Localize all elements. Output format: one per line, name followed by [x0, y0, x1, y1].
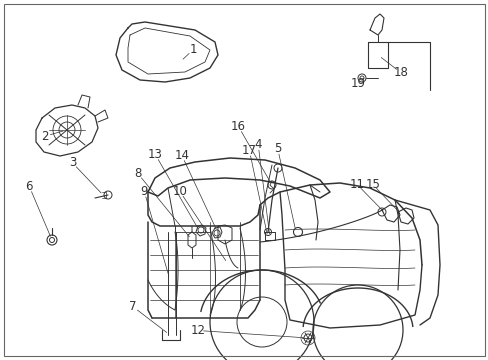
Text: 13: 13 [148, 148, 163, 161]
Text: 16: 16 [231, 120, 245, 133]
Text: 14: 14 [174, 149, 189, 162]
Text: 4: 4 [254, 138, 262, 151]
Text: 17: 17 [242, 144, 256, 157]
Text: 9: 9 [140, 185, 148, 198]
Text: 6: 6 [25, 180, 33, 193]
Text: 15: 15 [365, 178, 379, 191]
Text: 10: 10 [172, 185, 187, 198]
Text: 12: 12 [190, 324, 205, 337]
Text: 5: 5 [273, 142, 281, 155]
Text: 8: 8 [134, 167, 142, 180]
Text: 2: 2 [41, 130, 49, 143]
Text: 3: 3 [68, 156, 76, 169]
Text: 11: 11 [349, 178, 364, 191]
Text: 18: 18 [393, 66, 407, 79]
Text: 7: 7 [129, 300, 137, 313]
Text: 1: 1 [189, 43, 197, 56]
Text: 19: 19 [350, 77, 365, 90]
